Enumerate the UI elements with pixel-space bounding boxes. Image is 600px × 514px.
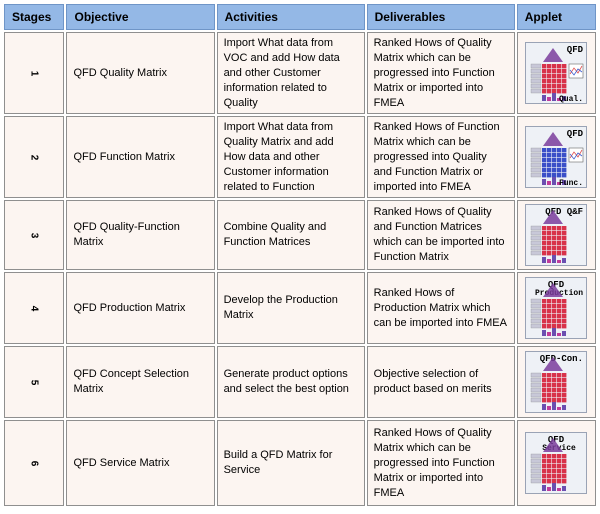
roof-icon	[543, 357, 564, 371]
qfd-stages-table: Stages Objective Activities Deliverables…	[2, 2, 598, 508]
qfd-matrix-icon[interactable]: QFD Qual.	[525, 42, 588, 104]
header-row: Stages Objective Activities Deliverables…	[4, 4, 596, 30]
applet-label-top: QFD-Con.	[540, 354, 583, 364]
stage-number: 5	[28, 379, 40, 385]
roof-icon	[543, 283, 564, 297]
activities-cell: Generate product options and select the …	[216, 346, 365, 418]
applet-label-top: QFD	[567, 45, 584, 55]
activities-cell: Combine Quality and Function Matrices	[216, 200, 365, 270]
applet-cell: QFD Q&F	[516, 200, 596, 270]
stage-number: 1	[28, 70, 40, 76]
applet-cell: QFD Qual.	[516, 32, 596, 114]
roof-icon	[543, 132, 564, 146]
applet-label-top: QFD Q&F	[546, 207, 584, 217]
deliverables-cell: Ranked Hows of Quality Matrix which can …	[366, 32, 515, 114]
table-row: 2 QFD Function Matrix Import What data fro…	[4, 116, 596, 198]
stage-number: 3	[28, 232, 40, 238]
stage-cell: 1	[4, 32, 65, 114]
activities-cell: Build a QFD Matrix for Service	[216, 420, 365, 506]
roof-icon	[543, 210, 564, 224]
activities-cell: Import What data from VOC and add How da…	[216, 32, 365, 114]
stage-cell: 5	[4, 346, 65, 418]
deliverables-cell: Ranked Hows of Production Matrix which c…	[366, 272, 515, 344]
qfd-matrix-icon[interactable]: QFD-Con.	[525, 351, 588, 413]
deliverables-cell: Ranked Hows of Function Matrix which can…	[366, 116, 515, 198]
applet-label-top: QFD	[567, 129, 584, 139]
stage-number: 4	[28, 305, 40, 311]
table-row: 3 QFD Quality-Function Matrix Combine Qual…	[4, 200, 596, 270]
table-row: 4 QFD Production Matrix Develop the Produc…	[4, 272, 596, 344]
activities-cell: Develop the Production Matrix	[216, 272, 365, 344]
applet-label-bottom: Qual.	[559, 95, 583, 104]
objective-cell: QFD Quality-Function Matrix	[66, 200, 215, 270]
applet-cell: QFD-Con.	[516, 346, 596, 418]
roof-icon	[543, 48, 564, 62]
objective-cell: QFD Production Matrix	[66, 272, 215, 344]
stage-cell: 3	[4, 200, 65, 270]
applet-cell: QFD Func.	[516, 116, 596, 198]
applet-label-top: QFD	[548, 435, 565, 445]
header-applet: Applet	[516, 4, 596, 30]
qfd-matrix-icon[interactable]: QFD Func.	[525, 126, 588, 188]
header-objective: Objective	[66, 4, 215, 30]
objective-cell: QFD Quality Matrix	[66, 32, 215, 114]
stage-cell: 6	[4, 420, 65, 506]
header-deliverables: Deliverables	[366, 4, 515, 30]
deliverables-cell: Ranked Hows of Quality Matrix which can …	[366, 420, 515, 506]
deliverables-cell: Ranked Hows of Quality and Function Matr…	[366, 200, 515, 270]
qfd-matrix-icon[interactable]: QFD Q&F	[525, 204, 588, 266]
header-activities: Activities	[216, 4, 365, 30]
objective-cell: QFD Function Matrix	[66, 116, 215, 198]
stage-cell: 2	[4, 116, 65, 198]
objective-cell: QFD Concept Selection Matrix	[66, 346, 215, 418]
deliverables-cell: Objective selection of product based on …	[366, 346, 515, 418]
activities-cell: Import What data from Quality Matrix and…	[216, 116, 365, 198]
objective-cell: QFD Service Matrix	[66, 420, 215, 506]
stage-number: 6	[28, 460, 40, 466]
stage-cell: 4	[4, 272, 65, 344]
stage-number: 2	[28, 154, 40, 160]
table-row: 5 QFD Concept Selection Matrix Generate pr…	[4, 346, 596, 418]
header-stages: Stages	[4, 4, 65, 30]
applet-label-bottom: Func.	[559, 179, 583, 188]
roof-icon	[543, 438, 564, 452]
applet-label-top: QFD	[548, 280, 565, 290]
table-row: 1 QFD Quality Matrix Import What data from…	[4, 32, 596, 114]
table-row: 6 QFD Service Matrix Build a QFD Matrix fo…	[4, 420, 596, 506]
